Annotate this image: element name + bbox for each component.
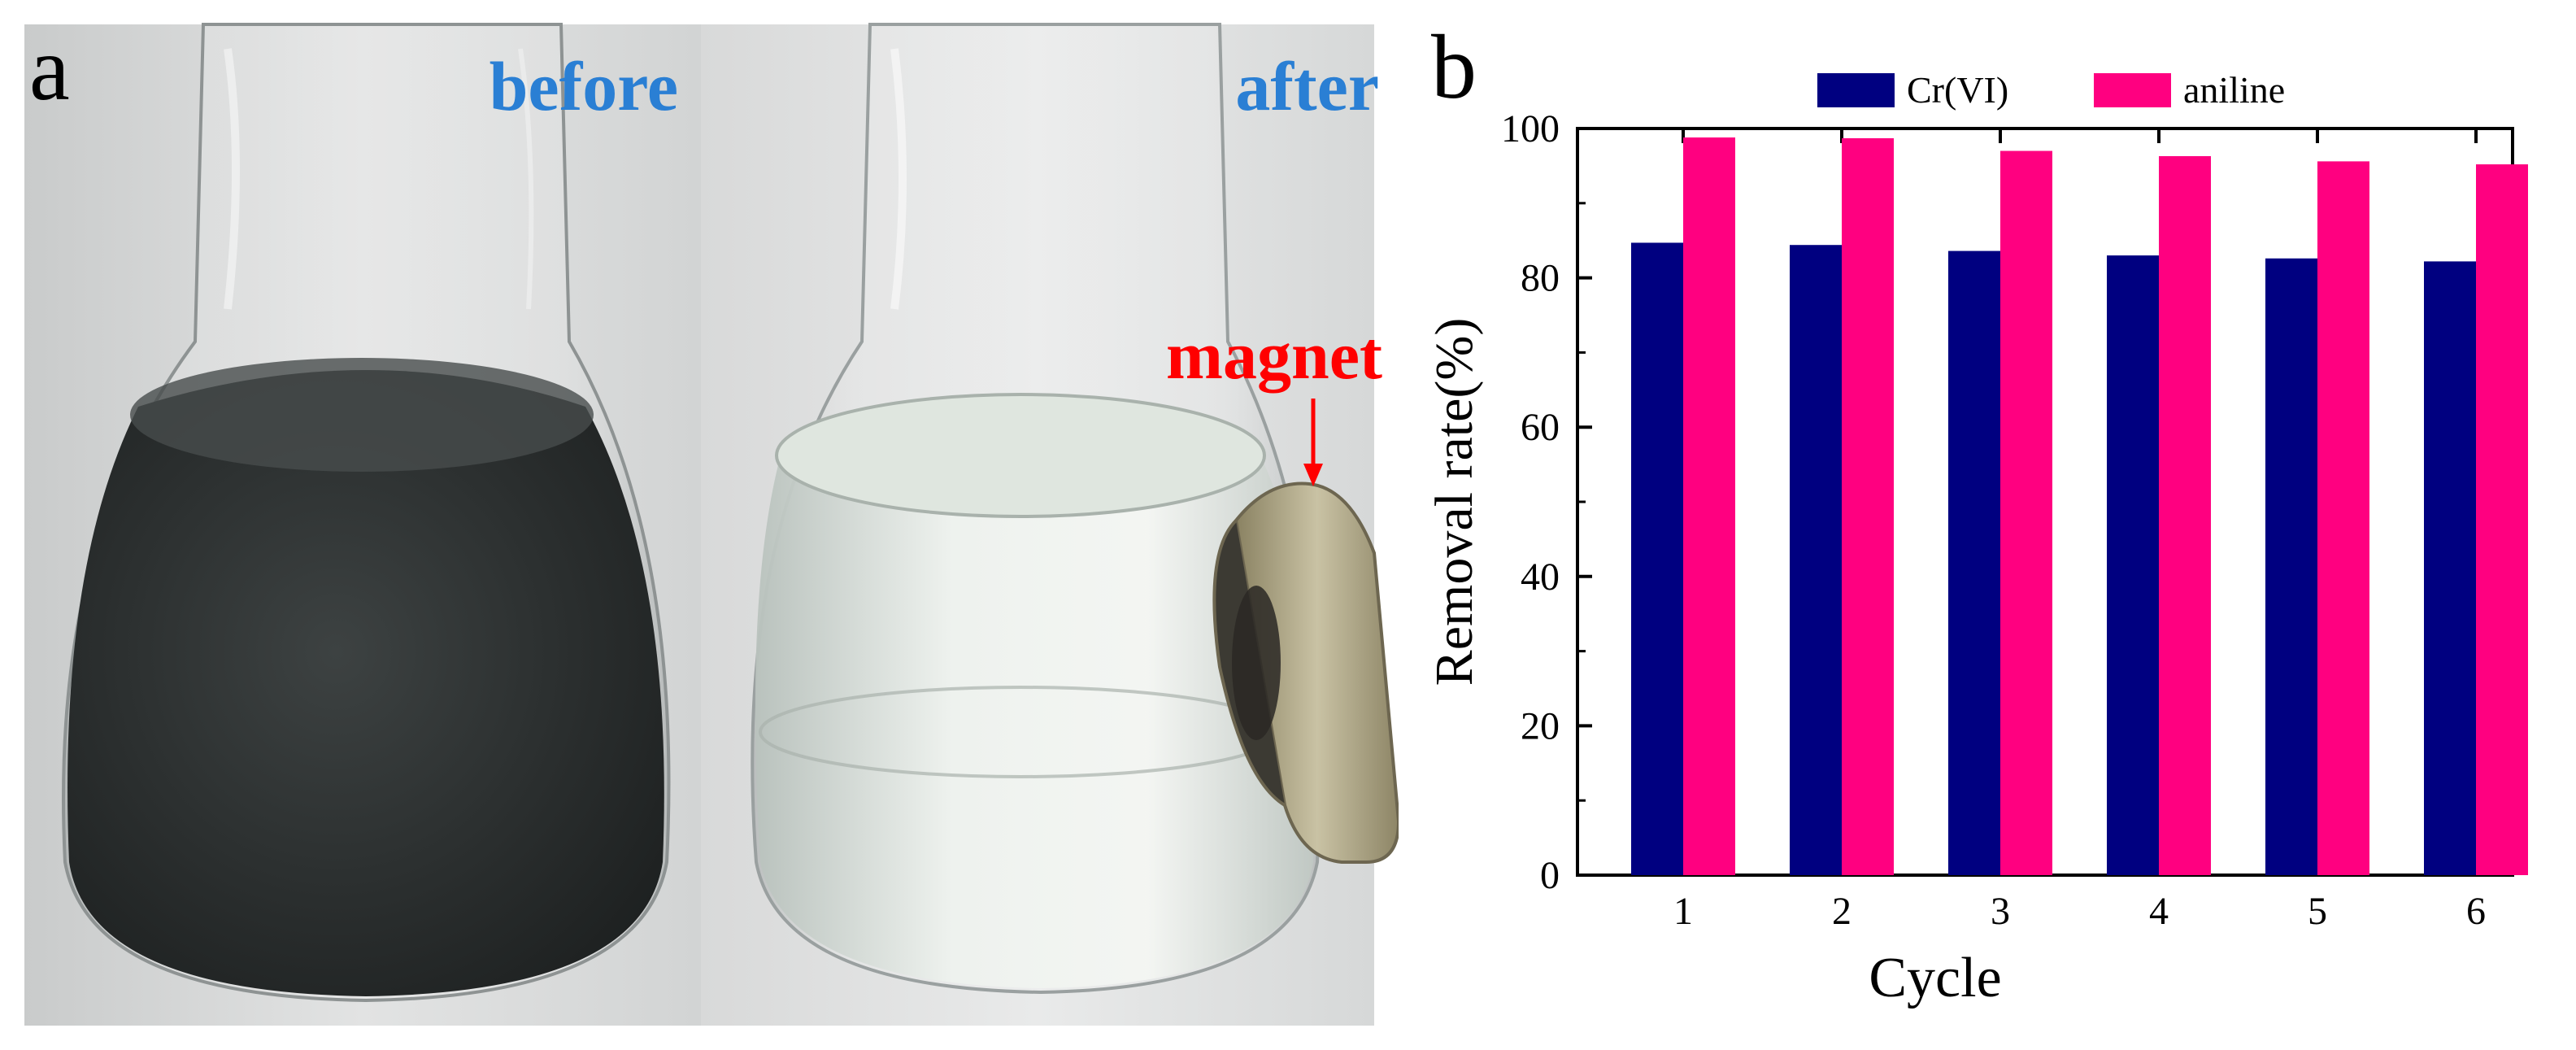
y-tick-label: 100: [1501, 107, 1560, 150]
x-tick-label: 2: [1832, 890, 1852, 933]
bar-crvi: [2424, 261, 2476, 875]
legend-swatch-aniline: [2094, 73, 2171, 107]
legend-swatch-crvi: [1817, 73, 1895, 107]
glass-highlight: [890, 48, 907, 310]
dark-solution-surface: [130, 358, 594, 472]
bar-aniline: [1842, 137, 1894, 875]
magnet-label: magnet: [1166, 318, 1382, 394]
flask-photographs: a before after magnet: [24, 19, 1399, 1026]
before-caption: before: [490, 47, 678, 125]
y-tick-label: 80: [1521, 257, 1560, 300]
glass-highlight: [224, 48, 240, 310]
dark-solution: [67, 370, 664, 996]
bar-crvi: [2265, 258, 2317, 875]
y-tick-label: 0: [1540, 854, 1560, 897]
panel-b-label: b: [1431, 17, 1477, 118]
y-tick-label: 60: [1521, 406, 1560, 449]
after-caption: after: [1235, 47, 1379, 125]
y-axis-title: Removal rate(%): [1425, 318, 1484, 686]
removal-rate-chart: b Cr(VI) aniline 0 20 40 60 80 100 1 2 3 4 5 6 Cyc…: [1425, 17, 2528, 1009]
x-tick-label: 5: [2308, 890, 2327, 933]
clear-solution: [755, 411, 1316, 988]
bar-aniline: [2317, 161, 2369, 876]
x-tick-label: 1: [1673, 890, 1693, 933]
y-axis: 0 20 40 60 80 100: [1501, 107, 2513, 897]
magnet: [1212, 481, 1399, 864]
bar-aniline: [2159, 155, 2211, 875]
bar-crvi: [1790, 245, 1842, 875]
bar-aniline: [2000, 150, 2052, 876]
y-tick-label: 20: [1521, 704, 1560, 747]
bar-aniline: [1683, 137, 1735, 876]
clear-solution-surface: [775, 393, 1266, 518]
legend: Cr(VI) aniline: [1817, 69, 2285, 111]
x-tick-label: 6: [2466, 890, 2486, 933]
bars: [1631, 137, 2528, 876]
x-tick-label: 4: [2149, 890, 2169, 933]
magnet-arrow-head: [1303, 464, 1323, 486]
panel-a-label: a: [29, 19, 70, 120]
bar-crvi: [1948, 251, 2000, 875]
bar-crvi: [2107, 255, 2159, 875]
legend-label-aniline: aniline: [2183, 69, 2285, 111]
legend-label-crvi: Cr(VI): [1907, 69, 2008, 111]
bar-crvi: [1631, 242, 1683, 876]
glass-highlight: [518, 48, 534, 310]
x-axis-title: Cycle: [1869, 947, 2001, 1009]
bar-aniline: [2476, 164, 2528, 876]
x-tick-label: 3: [1991, 890, 2010, 933]
y-tick-label: 40: [1521, 555, 1560, 599]
